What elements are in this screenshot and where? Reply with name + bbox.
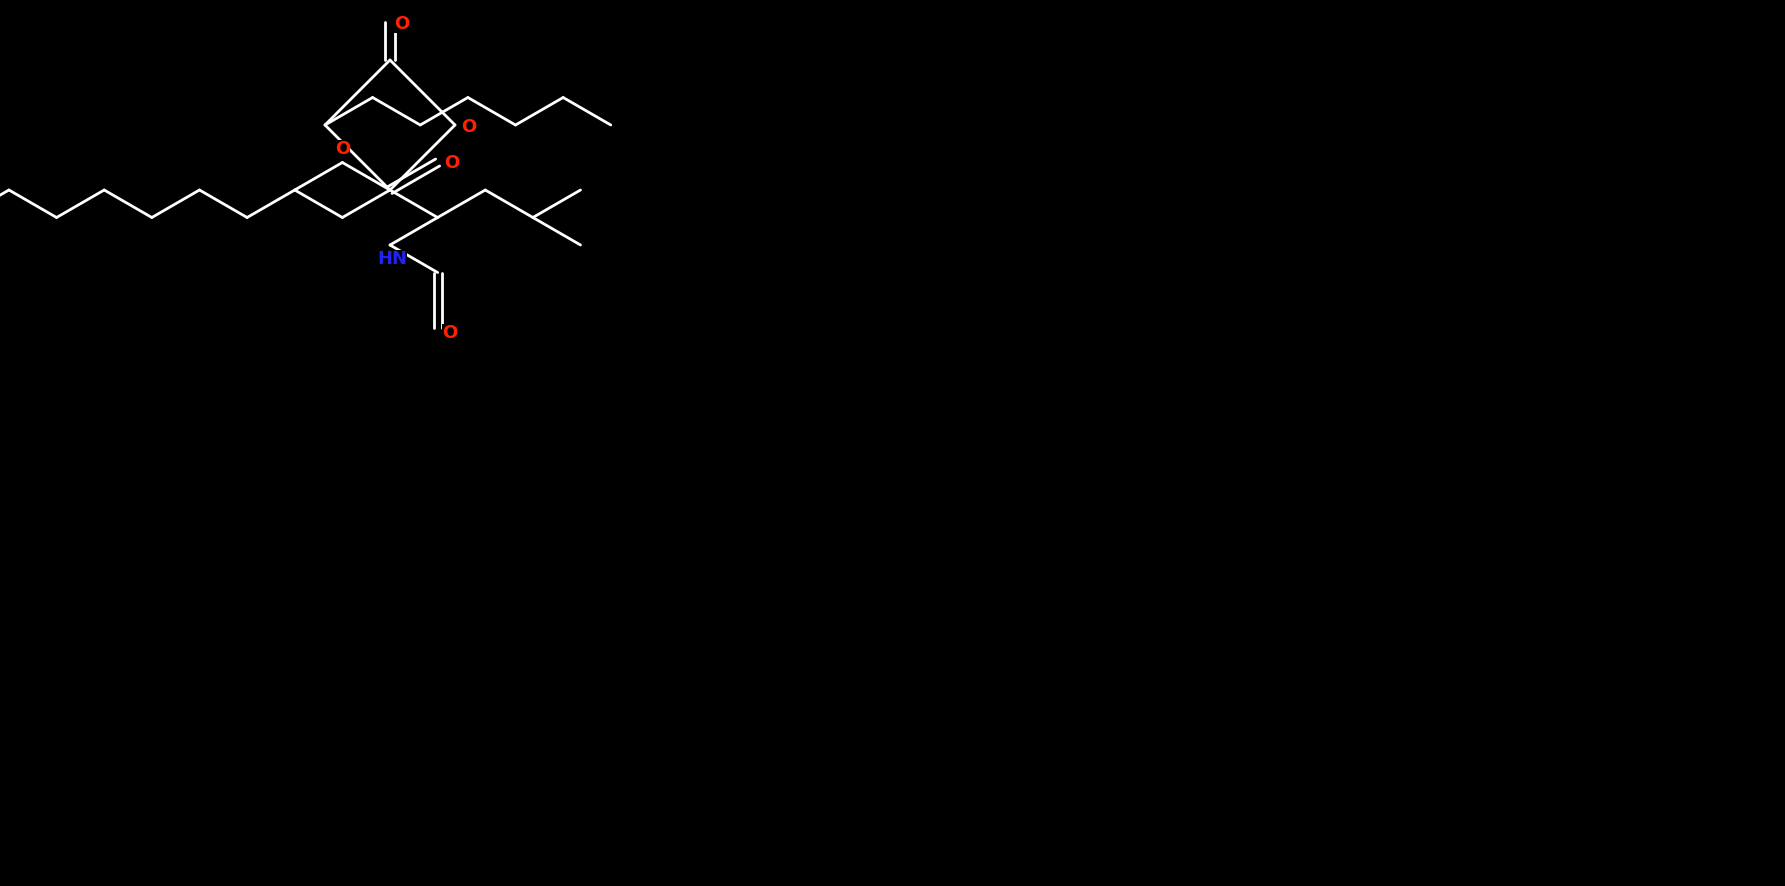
Text: HN: HN bbox=[377, 250, 407, 268]
Text: O: O bbox=[461, 118, 477, 136]
Text: O: O bbox=[336, 139, 350, 158]
Text: O: O bbox=[394, 15, 409, 33]
Text: O: O bbox=[443, 323, 457, 341]
Text: O: O bbox=[444, 153, 459, 172]
